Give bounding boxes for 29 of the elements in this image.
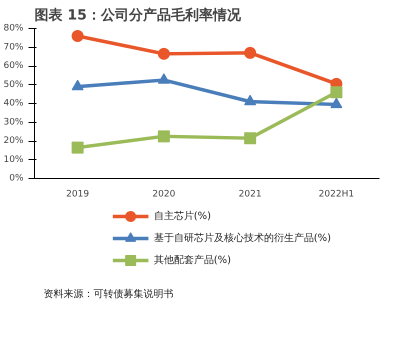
- y-tick-label: 0%: [9, 174, 24, 184]
- point: [158, 130, 170, 142]
- y-tick-label: 80%: [3, 24, 24, 34]
- y-tick-label: 70%: [3, 42, 24, 52]
- x-tick-label: 2021: [238, 190, 262, 200]
- y-tick-label: 50%: [3, 80, 24, 90]
- x-tick-label: 2019: [66, 190, 90, 200]
- point: [158, 73, 170, 84]
- y-tick-label: 40%: [3, 98, 24, 108]
- x-tick-label: 2020: [152, 190, 176, 200]
- legend-label: 其他配套产品(%): [154, 254, 232, 266]
- chart-title: 图表 15：公司分产品毛利率情况: [34, 6, 242, 24]
- y-tick-label: 20%: [3, 136, 24, 146]
- point: [72, 30, 84, 42]
- point: [330, 86, 342, 98]
- text: 资料来源：可转债募集说明书: [43, 288, 174, 300]
- legend-label: 自主芯片(%): [154, 210, 212, 222]
- point: [72, 80, 84, 90]
- legend-label: 基于自研芯片及核心技术的衍生产品(%): [154, 232, 332, 244]
- y-tick-label: 10%: [3, 154, 24, 165]
- point: [330, 98, 342, 108]
- point: [244, 132, 256, 144]
- point: [244, 46, 256, 59]
- point: [244, 94, 256, 106]
- point: [72, 142, 84, 154]
- point: [158, 48, 170, 60]
- y-tick-label: 30%: [3, 117, 24, 128]
- x-tick-label: 2022H1: [318, 190, 354, 200]
- y-tick-label: 60%: [3, 61, 24, 71]
